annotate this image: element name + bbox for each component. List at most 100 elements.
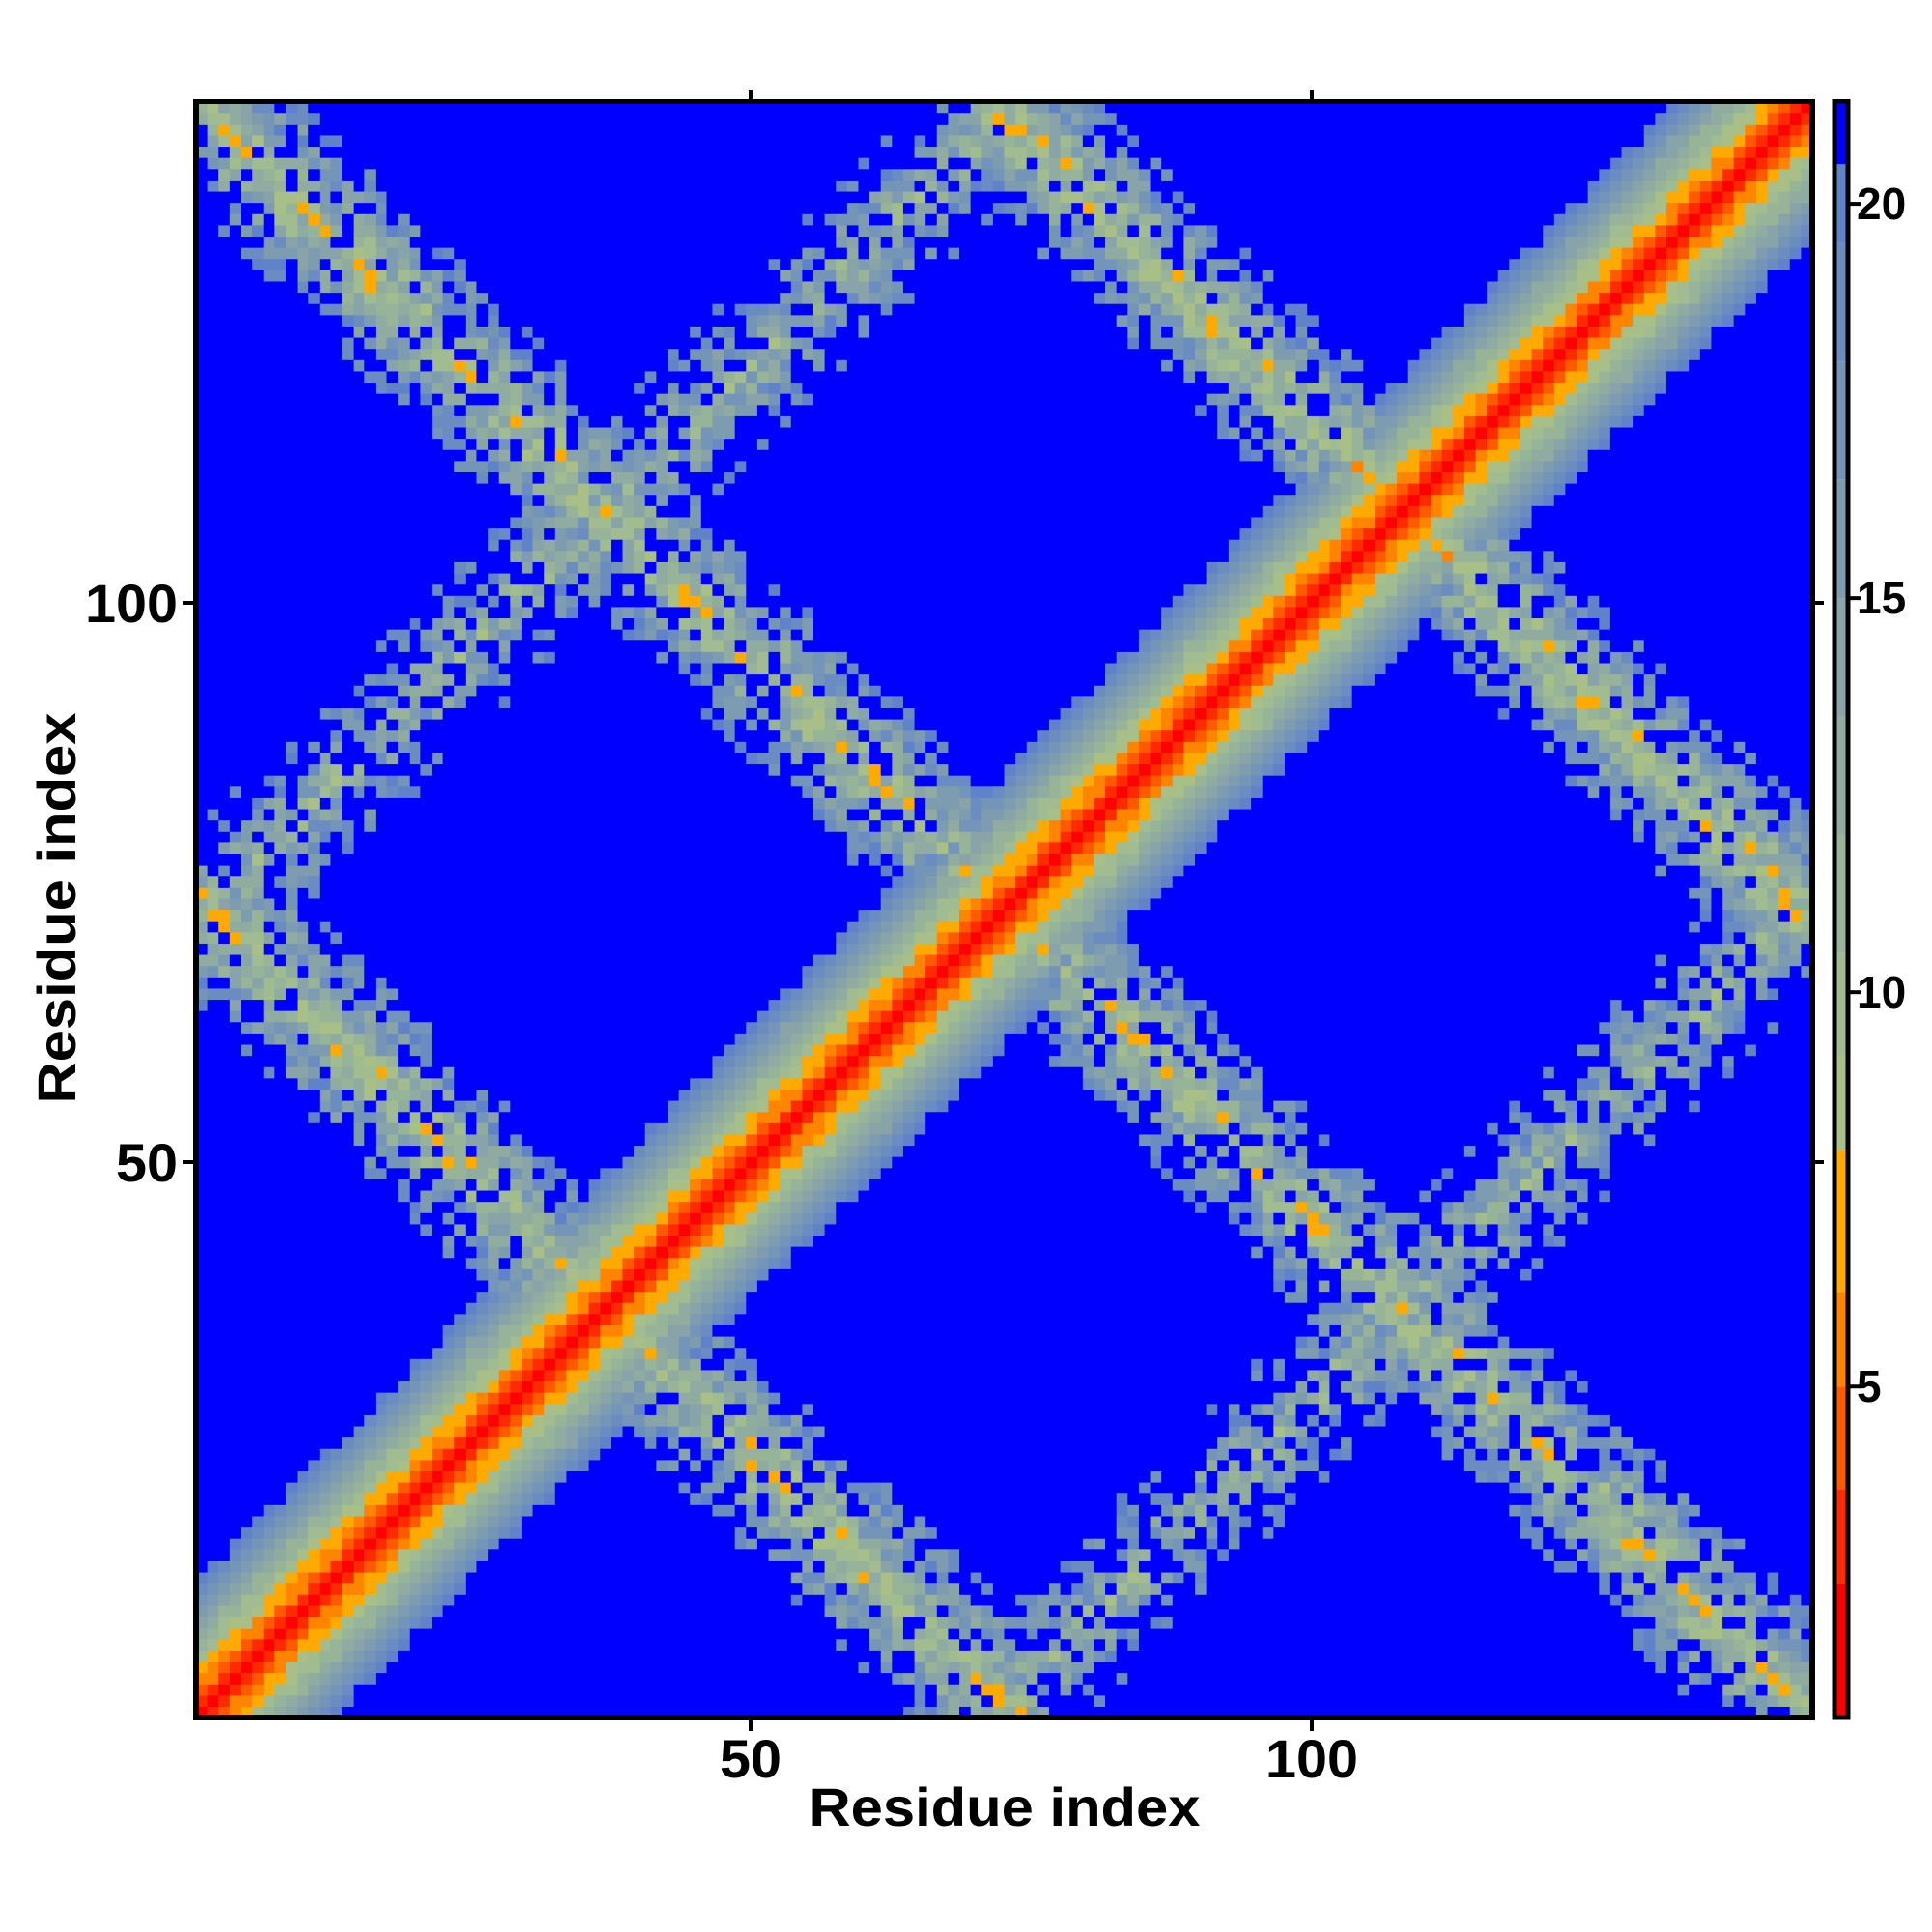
heatmap-cell <box>308 999 321 1011</box>
heatmap-cell <box>398 662 411 675</box>
heatmap-cell <box>241 404 253 416</box>
heatmap-cell <box>510 1291 523 1303</box>
heatmap-cell <box>342 1335 355 1349</box>
heatmap-cell <box>274 1291 287 1303</box>
heatmap-cell <box>274 797 287 810</box>
heatmap-cell <box>375 393 388 406</box>
heatmap-cell <box>375 483 388 496</box>
heatmap-cell <box>488 426 500 440</box>
heatmap-cell <box>229 1302 242 1315</box>
heatmap-cell <box>308 953 321 967</box>
heatmap-cell <box>252 505 265 518</box>
heatmap-cell <box>488 1302 500 1315</box>
heatmap-cell <box>476 370 489 384</box>
heatmap-cell <box>364 561 377 574</box>
heatmap-cell <box>308 853 321 866</box>
heatmap-cell <box>308 505 321 518</box>
heatmap-cell <box>566 124 579 136</box>
heatmap-cell <box>297 606 309 619</box>
heatmap-cell <box>353 280 365 294</box>
heatmap-cell <box>263 527 275 540</box>
heatmap-cell <box>218 999 231 1011</box>
heatmap-cell <box>386 550 399 562</box>
heatmap-cell <box>241 1010 253 1023</box>
heatmap-cell <box>285 741 298 753</box>
heatmap-cell <box>364 1515 377 1528</box>
heatmap-cell <box>274 1358 287 1371</box>
heatmap-cell <box>398 483 411 496</box>
heatmap-cell <box>330 1571 343 1584</box>
heatmap-cell <box>521 1560 534 1573</box>
heatmap-cell <box>229 539 242 552</box>
heatmap-cell <box>308 258 321 270</box>
heatmap-cell <box>409 1492 421 1505</box>
heatmap-cell <box>398 1145 411 1157</box>
heatmap-cell <box>364 1628 377 1640</box>
heatmap-cell <box>554 1201 567 1213</box>
heatmap-cell <box>566 1616 579 1629</box>
heatmap-cell <box>420 539 433 552</box>
heatmap-cell <box>319 1313 332 1325</box>
heatmap-cell <box>218 1448 231 1461</box>
heatmap-cell <box>566 606 579 619</box>
heatmap-cell <box>319 662 332 675</box>
heatmap-cell <box>297 1492 309 1505</box>
heatmap-cell <box>498 438 511 450</box>
heatmap-cell <box>274 1302 287 1315</box>
heatmap-cell <box>442 931 455 944</box>
heatmap-cell <box>554 1482 567 1494</box>
heatmap-cell <box>207 336 219 350</box>
heatmap-cell <box>498 1616 511 1629</box>
heatmap-cell <box>342 348 355 360</box>
heatmap-cell <box>252 303 265 316</box>
heatmap-cell <box>465 1066 478 1079</box>
heatmap-cell <box>218 931 231 944</box>
heatmap-cell <box>207 1628 219 1640</box>
heatmap-cell <box>544 1492 556 1505</box>
heatmap-cell <box>285 190 298 204</box>
heatmap-cell <box>342 202 355 214</box>
heatmap-cell <box>308 336 321 350</box>
heatmap-cell <box>342 685 355 697</box>
heatmap-cell <box>488 1538 500 1550</box>
heatmap-cell <box>532 707 545 720</box>
heatmap-cell <box>207 1179 219 1191</box>
heatmap-cell <box>420 1122 433 1135</box>
heatmap-cell <box>375 101 388 114</box>
heatmap-cell <box>297 1538 309 1550</box>
heatmap-cell <box>420 1145 433 1157</box>
heatmap-cell <box>386 180 399 192</box>
heatmap-cell <box>554 1055 567 1067</box>
heatmap-cell <box>207 1515 219 1528</box>
heatmap-cell <box>252 1380 265 1393</box>
heatmap-cell <box>544 314 556 327</box>
heatmap-cell <box>488 1167 500 1179</box>
heatmap-cell <box>454 953 467 967</box>
heatmap-cell <box>476 180 489 192</box>
heatmap-cell <box>196 965 209 978</box>
heatmap-cell <box>578 1672 590 1685</box>
heatmap-cell <box>476 1324 489 1337</box>
heatmap-cell <box>308 494 321 506</box>
heatmap-cell <box>454 1548 467 1561</box>
heatmap-cell <box>442 617 455 630</box>
heatmap-cell <box>578 662 590 675</box>
heatmap-cell <box>420 438 433 450</box>
heatmap-cell <box>218 808 231 821</box>
heatmap-cell <box>431 1223 444 1236</box>
heatmap-cell <box>398 539 411 552</box>
heatmap-cell <box>241 808 253 821</box>
heatmap-cell <box>476 1122 489 1135</box>
heatmap-cell <box>454 1616 467 1629</box>
heatmap-cell <box>274 415 287 428</box>
heatmap-cell <box>386 1504 399 1517</box>
heatmap-cell <box>252 775 265 787</box>
heatmap-cell <box>409 1235 421 1247</box>
heatmap-cell <box>442 1347 455 1359</box>
heatmap-cell <box>308 572 321 585</box>
heatmap-cell <box>330 438 343 450</box>
heatmap-cell <box>263 438 275 450</box>
heatmap-cell <box>442 887 455 899</box>
heatmap-cell <box>498 1021 511 1034</box>
heatmap-cell <box>241 1538 253 1550</box>
